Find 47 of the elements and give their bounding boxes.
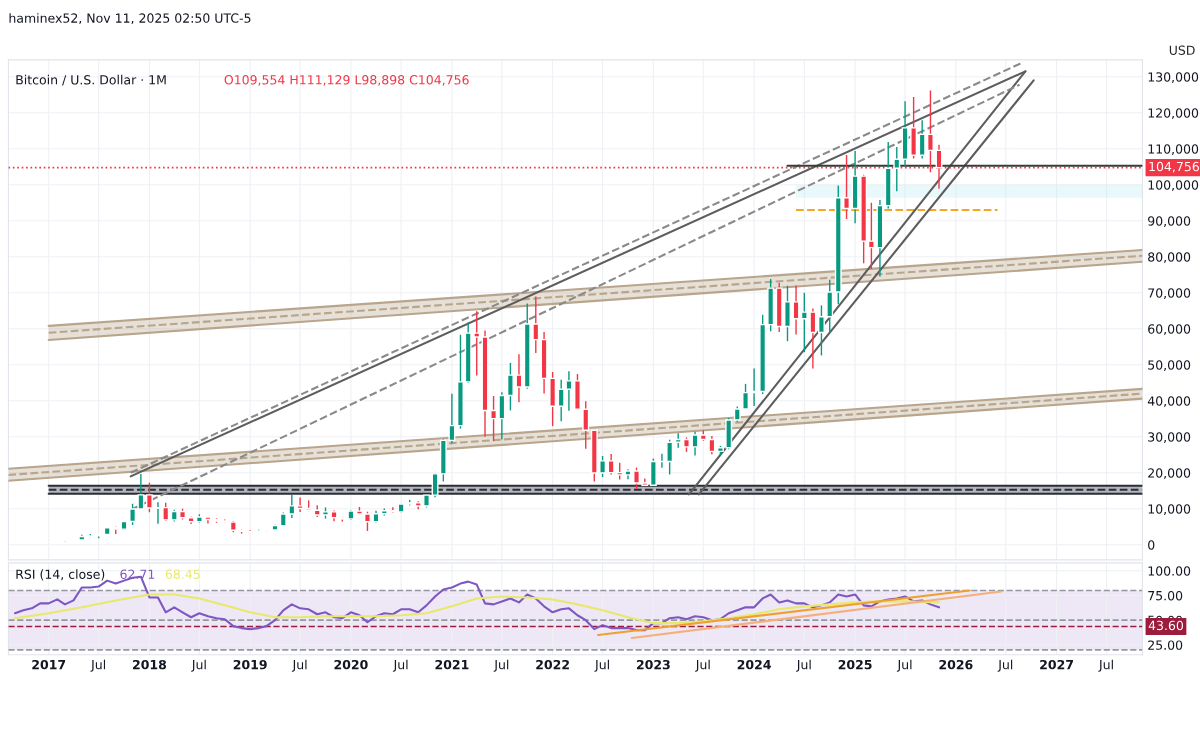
y-tick-label: 75.00	[1148, 590, 1183, 601]
x-tick-label: 2022	[536, 659, 569, 670]
y-tick-label: 70,000	[1148, 288, 1191, 299]
y-tick-label: 40,000	[1147, 396, 1191, 407]
x-tick-label: Jul	[997, 659, 1013, 672]
x-tick-label: 2023	[636, 659, 670, 670]
x-tick-label: Jul	[191, 659, 206, 672]
annotation: O109,554 H111,129 L98,898 C104,756	[224, 75, 469, 86]
x-tick-label: Jul	[1098, 659, 1113, 672]
annotation: 68.45	[165, 569, 200, 579]
x-tick-label: Jul	[392, 659, 408, 672]
y-tick-label: 100.00	[1148, 566, 1191, 576]
ref-line-label: 104,756	[1149, 161, 1199, 173]
y-tick-label: 60,000	[1148, 324, 1191, 335]
x-tick-label: 2018	[133, 659, 167, 670]
y-tick-label: 10,000	[1148, 504, 1191, 515]
chart-title: RSI (14, close)	[16, 569, 105, 581]
x-tick-label: 2020	[334, 659, 368, 670]
y-axis-title: USD	[1169, 45, 1195, 55]
x-tick-label: 2021	[435, 659, 469, 670]
x-tick-label: 2019	[233, 659, 267, 670]
y-tick-label: 90,000	[1148, 216, 1191, 227]
y-tick-label: 120,000	[1148, 108, 1199, 119]
y-tick-label: 110,000	[1148, 144, 1199, 155]
y-tick-label: 80,000	[1148, 252, 1191, 263]
x-tick-label: 2025	[838, 659, 872, 670]
x-tick-label: Jul	[896, 659, 912, 672]
x-tick-label: Jul	[291, 659, 307, 672]
y-tick-label: 20,000	[1148, 468, 1191, 479]
y-tick-label: 130,000	[1148, 72, 1199, 83]
y-tick-label: 50,000	[1148, 360, 1191, 371]
x-tick-label: 2026	[939, 659, 973, 670]
ref-line-label: 43.60	[1148, 620, 1184, 631]
x-tick-label: 2017	[32, 659, 66, 670]
text: haminex52, Nov 11, 2025 02:50 UTC-5	[9, 13, 251, 25]
y-tick-label: 25.00	[1148, 640, 1183, 650]
y-tick-label: 100,000	[1148, 180, 1199, 191]
x-tick-label: Jul	[90, 659, 106, 672]
y-tick-label: 30,000	[1148, 432, 1191, 443]
x-tick-label: Jul	[695, 659, 710, 672]
x-tick-label: 2024	[737, 659, 771, 670]
x-tick-label: Jul	[493, 659, 509, 672]
x-tick-label: 2027	[1040, 659, 1073, 670]
x-tick-label: Jul	[796, 659, 811, 672]
text: Bitcoin / U.S. Dollar · 1M	[16, 74, 166, 86]
y-tick-label: 0	[1148, 540, 1155, 550]
x-tick-label: Jul	[594, 659, 609, 672]
